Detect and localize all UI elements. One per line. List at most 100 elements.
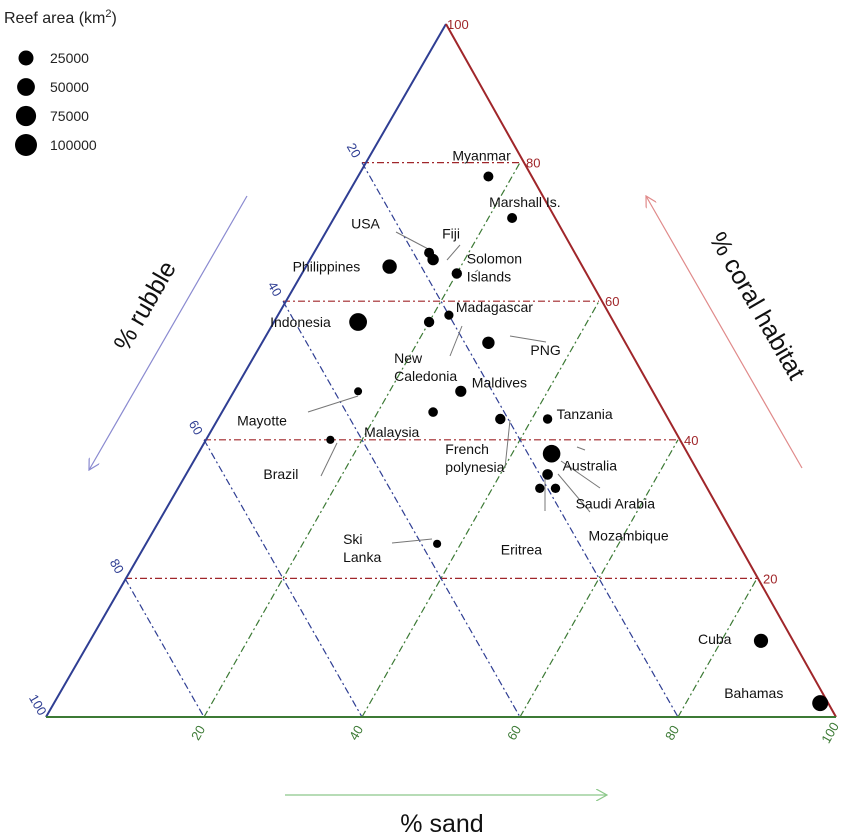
country-label: polynesia [445,459,504,475]
rubble-tick-label: 80 [107,556,127,576]
legend-marker [17,78,35,96]
rubble-tick-label: 20 [344,140,364,160]
sand-gridline [519,439,679,718]
rubble-tick-label: 100 [26,692,50,718]
leader-line [395,231,433,252]
data-point [483,171,494,182]
country-label: Maldives [472,374,527,390]
sand-tick-label: 20 [188,723,208,743]
coral-tick-label: 60 [605,294,619,309]
rubble-gridline [124,578,205,718]
coral-tick-label: 80 [526,156,540,171]
data-point [451,268,462,279]
country-label: Caledonia [394,368,457,384]
legend-label: 50000 [50,79,89,95]
leader-line [449,325,463,357]
sand-gridline [361,300,600,718]
rubble-axis-title: % rubble [108,256,182,355]
data-point [326,435,335,444]
legend-label: 100000 [50,137,97,153]
data-point [382,259,397,274]
country-label: Solomon [467,251,522,267]
rubble-gridline [282,300,521,718]
sand-gridline [677,578,758,718]
country-label: Lanka [343,549,381,565]
legend-marker [15,134,37,156]
country-label: Eritrea [501,541,542,557]
data-point [433,539,442,548]
country-label: Ski [343,531,362,547]
country-label: Cuba [698,631,732,647]
leader-line [307,395,359,413]
data-point [427,253,439,266]
country-label: Fiji [442,226,460,242]
coral-direction-arrow [646,196,803,469]
rubble-direction-arrow [89,195,248,470]
country-label: Indonesia [270,314,331,330]
leader-line [557,473,591,513]
country-label: Philippines [293,259,361,275]
rubble-gridline [203,439,363,718]
data-point [753,633,769,648]
country-label: Malaysia [364,424,419,440]
country-label: Madagascar [456,299,533,315]
data-point [535,483,545,493]
country-label: Islands [467,269,511,285]
country-label: Australia [563,458,618,474]
country-label: Mayotte [237,412,287,428]
legend-label: 75000 [50,108,89,124]
country-label: Myanmar [452,148,511,164]
leader-line [560,460,601,489]
country-label: Brazil [263,466,298,482]
data-point [423,316,435,328]
coral-axis-title: % coral habitat [703,227,810,384]
country-label: Saudi Arabia [576,495,656,511]
data-point [542,469,553,480]
data-point [507,213,518,223]
rubble-gridline [361,162,679,718]
leader-line [576,446,586,451]
data-point [550,483,561,493]
rubble-axis-edge [45,23,447,718]
country-label: Bahamas [724,685,783,701]
rubble-tick-label: 60 [186,418,206,438]
coral-tick-label: 40 [684,433,698,448]
country-label: New [394,350,423,366]
leader-line [509,335,547,343]
data-point [428,407,438,417]
coral-axis-edge [445,23,837,718]
data-point [349,313,367,331]
data-point [354,387,363,396]
leader-line [446,244,461,261]
data-point [542,444,561,463]
sand-gridline [203,162,521,718]
country-label: Marshall Is. [489,194,561,210]
coral-tick-label: 100 [447,17,469,32]
sand-tick-label: 40 [346,723,366,743]
leader-line [320,442,338,477]
leader-line [391,538,433,544]
leader-line [504,419,511,469]
sand-tick-label: 60 [504,723,524,743]
country-label: PNG [530,342,560,358]
country-label: French [445,441,489,457]
sand-tick-label: 80 [662,723,682,743]
data-point [812,695,829,712]
rubble-tick-label: 40 [265,279,285,299]
legend-title: Reef area (km2) [4,8,117,27]
legend-marker [18,50,34,66]
country-label: Mozambique [589,527,669,543]
data-point [482,336,495,349]
country-label: Tanzania [557,406,613,422]
legend-marker [15,105,37,127]
data-point [444,310,454,320]
data-point [542,414,553,424]
legend-label: 25000 [50,50,89,66]
country-label: USA [351,216,380,232]
coral-tick-label: 20 [763,571,777,586]
leader-line [474,269,479,273]
sand-tick-label: 100 [818,720,841,746]
sand-axis-title: % sand [400,810,483,834]
data-point [495,413,506,425]
